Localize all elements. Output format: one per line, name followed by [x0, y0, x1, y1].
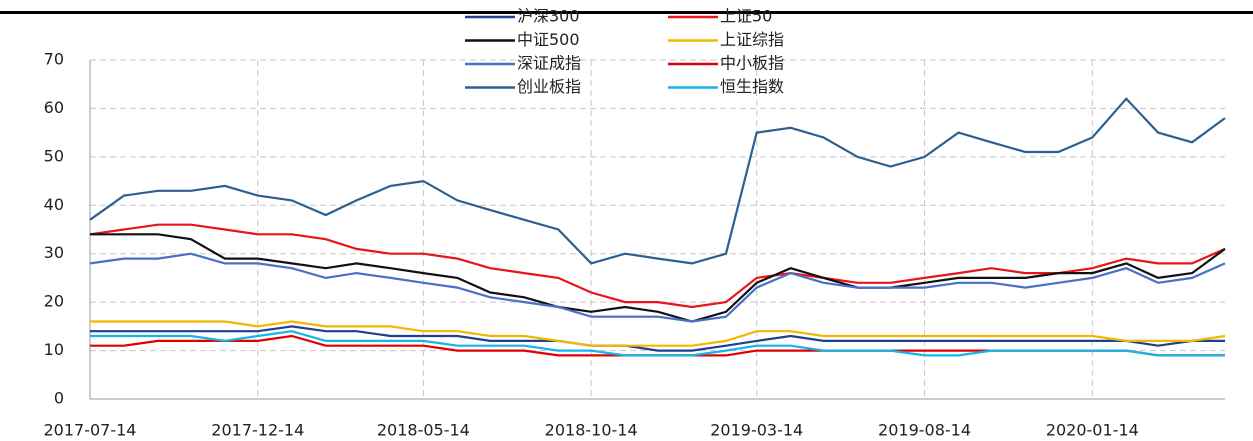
x-tick-label: 2019-03-14: [710, 421, 803, 440]
y-tick-label: 0: [54, 389, 64, 408]
series-line: [90, 330, 1225, 357]
x-tick-label: 2017-12-14: [211, 421, 304, 440]
y-tick-label: 50: [44, 146, 64, 165]
x-tick-label: 2018-05-14: [377, 421, 470, 440]
legend-label: 上证50: [720, 7, 772, 26]
x-tick-label: 2018-10-14: [545, 421, 638, 440]
legend-label: 沪深300: [517, 7, 580, 26]
series-line: [90, 325, 1225, 352]
series-line: [90, 320, 1226, 347]
x-tick-label: 2017-07-14: [44, 421, 137, 440]
y-tick-label: 70: [44, 50, 64, 69]
y-tick-label: 40: [44, 195, 64, 214]
series-line: [89, 252, 1226, 323]
x-tick-label: 2020-01-14: [1046, 421, 1139, 440]
legend-label: 创业板指: [517, 77, 581, 96]
y-tick-label: 10: [44, 340, 64, 359]
legend-label: 中证500: [517, 30, 580, 49]
series-line: [89, 223, 1226, 309]
legend-label: 上证综指: [720, 30, 784, 49]
series-line: [90, 233, 1226, 323]
series-line: [89, 97, 1226, 265]
y-tick-label: 60: [44, 98, 64, 117]
legend-label: 中小板指: [720, 54, 784, 73]
y-tick-label: 20: [44, 292, 64, 311]
y-tick-label: 30: [44, 243, 64, 262]
legend-label: 深证成指: [517, 54, 581, 73]
x-tick-label: 2019-08-14: [878, 421, 971, 440]
legend-label: 恒生指数: [720, 77, 784, 96]
top-rule: [0, 11, 1253, 14]
